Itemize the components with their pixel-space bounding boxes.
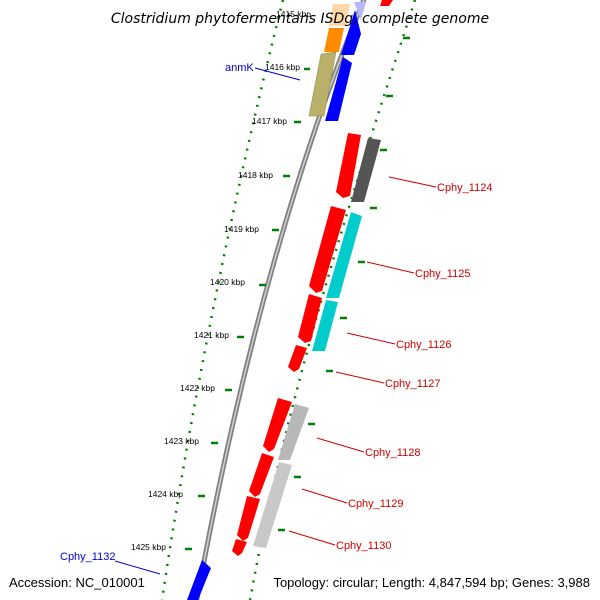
tick-label-1419: 1419 kbp [224,224,259,234]
tick-label-1417: 1417 kbp [252,116,287,126]
feature-peach[interactable] [329,4,350,26]
feature-cphy-1132[interactable] [187,560,211,600]
feature-anmk[interactable] [308,51,337,117]
feature-blue-top[interactable] [341,10,361,55]
feature-cphy-1130[interactable] [237,496,260,541]
feature-cphy-1126[interactable] [298,294,322,343]
feature-cyan-1126[interactable] [312,300,338,351]
gene-label-cphy-1125[interactable]: Cphy_1125 [415,268,470,280]
feature-cphy-1129[interactable] [249,453,274,497]
tick-label-1418: 1418 kbp [238,170,273,180]
feature-blue-anmk[interactable] [325,57,352,121]
gene-label-cphy-1128[interactable]: Cphy_1128 [365,447,420,459]
gene-label-cphy-1126[interactable]: Cphy_1126 [396,339,451,351]
tick-label-1415: 1415 kbp [276,9,311,19]
gene-label-cphy-1124[interactable]: Cphy_1124 [437,182,492,194]
gene-label-cphy-1127[interactable]: Cphy_1127 [385,378,440,390]
accession-label: Accession: NC_010001 [9,575,145,590]
outer-dotted-track [160,0,285,600]
feature-lightgray-1128[interactable] [278,404,309,460]
feature-cphy-1130b[interactable] [232,539,247,556]
gene-label-cphy-1129[interactable]: Cphy_1129 [348,498,403,510]
feature-cphy-1125[interactable] [309,206,346,293]
feature-gray-1124[interactable] [351,138,381,202]
feature-red-top[interactable] [380,0,393,6]
feature-lavender-top[interactable] [354,2,366,20]
map-title: Clostridium phytofermentans ISDg, comple… [111,11,489,27]
genome-summary: Topology: circular; Length: 4,847,594 bp… [273,575,590,590]
label-leader-lines [114,67,437,575]
tick-marks [185,36,410,551]
gene-label-cphy-1132[interactable]: Cphy_1132 [60,551,115,563]
tick-label-1423: 1423 kbp [164,436,199,446]
tick-label-1424: 1424 kbp [148,489,183,499]
gene-label-cphy-1130[interactable]: Cphy_1130 [336,540,391,552]
tick-label-1420: 1420 kbp [210,277,245,287]
feature-orange[interactable] [324,28,344,52]
gene-label-anmk[interactable]: anmK [225,62,254,74]
tick-label-1422: 1422 kbp [180,383,215,393]
tick-label-1421: 1421 kbp [194,330,229,340]
feature-lightgray-1129[interactable] [253,462,292,548]
tick-label-1425: 1425 kbp [131,542,166,552]
feature-cphy-1128[interactable] [263,398,292,452]
feature-cphy-1124[interactable] [336,133,361,198]
tick-label-1416: 1416 kbp [265,62,300,72]
genome-backbone-inner [196,0,365,600]
feature-cphy-1127[interactable] [288,345,307,372]
feature-cyan-1125[interactable] [326,212,362,298]
